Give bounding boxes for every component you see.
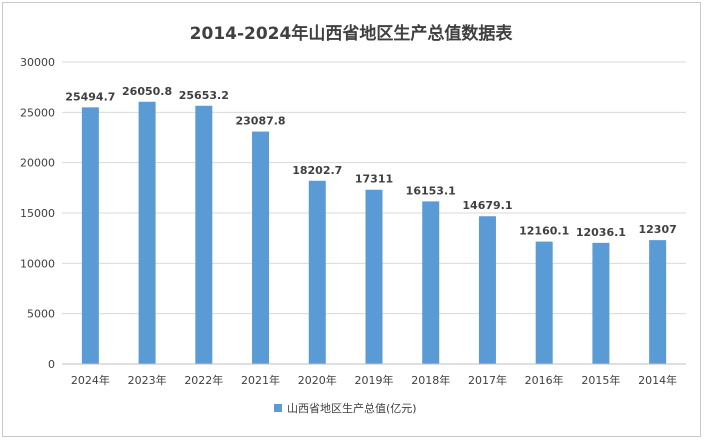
y-tick-label: 0	[48, 358, 55, 371]
bar-chart: 2014-2024年山西省地区生产总值数据表 0 5000 10000 15000 20…	[20, 23, 686, 415]
data-label: 26050.8	[122, 85, 172, 98]
bar	[422, 201, 440, 364]
x-tick-label: 2018年	[411, 373, 450, 387]
bar	[308, 180, 326, 364]
x-tick-label: 2014年	[638, 373, 677, 387]
x-axis: 2024年 2023年 2022年 2021年 2020年 2019年 2018年 2017年…	[62, 363, 686, 387]
bar	[478, 216, 496, 364]
bar	[649, 240, 667, 364]
data-label: 12160.1	[519, 225, 569, 238]
y-tick-label: 20000	[20, 157, 55, 170]
bar	[592, 242, 610, 364]
chart-title: 2014-2024年山西省地区生产总值数据表	[190, 23, 514, 44]
y-tick-label: 15000	[20, 207, 55, 220]
data-label: 25653.2	[179, 89, 229, 102]
y-tick-label: 30000	[20, 56, 55, 69]
data-label: 12307	[638, 223, 676, 236]
legend-label: 山西省地区生产总值(亿元)	[287, 401, 417, 415]
data-label: 14679.1	[462, 199, 512, 212]
data-label: 25494.7	[65, 90, 115, 103]
legend: 山西省地区生产总值(亿元)	[274, 401, 417, 415]
legend-swatch	[274, 404, 282, 412]
bar	[535, 241, 553, 364]
data-label: 17311	[355, 173, 393, 186]
x-tick-label: 2015年	[581, 373, 620, 387]
bar	[252, 131, 270, 364]
data-label: 12036.1	[576, 226, 626, 239]
x-tick-label: 2024年	[71, 373, 110, 387]
x-tick-label: 2017年	[468, 373, 507, 387]
bar	[81, 107, 99, 364]
y-tick-label: 10000	[20, 257, 55, 270]
bar	[365, 189, 383, 364]
x-tick-label: 2019年	[355, 373, 394, 387]
y-tick-label: 5000	[27, 308, 55, 321]
y-axis: 0 5000 10000 15000 20000 25000 30000	[20, 56, 55, 371]
data-label: 16153.1	[406, 184, 456, 197]
data-label: 18202.7	[292, 164, 342, 177]
x-tick-label: 2021年	[241, 373, 280, 387]
x-tick-label: 2016年	[525, 373, 564, 387]
x-tick-label: 2020年	[298, 373, 337, 387]
x-tick-label: 2023年	[128, 373, 167, 387]
bar	[138, 101, 156, 364]
bar	[195, 105, 213, 365]
y-tick-label: 25000	[20, 106, 55, 119]
data-label: 23087.8	[235, 115, 285, 128]
x-tick-label: 2022年	[184, 373, 223, 387]
data-labels: 25494.7 26050.8 25653.2 23087.8 18202.7 17311…	[65, 85, 676, 239]
bars	[81, 101, 667, 365]
